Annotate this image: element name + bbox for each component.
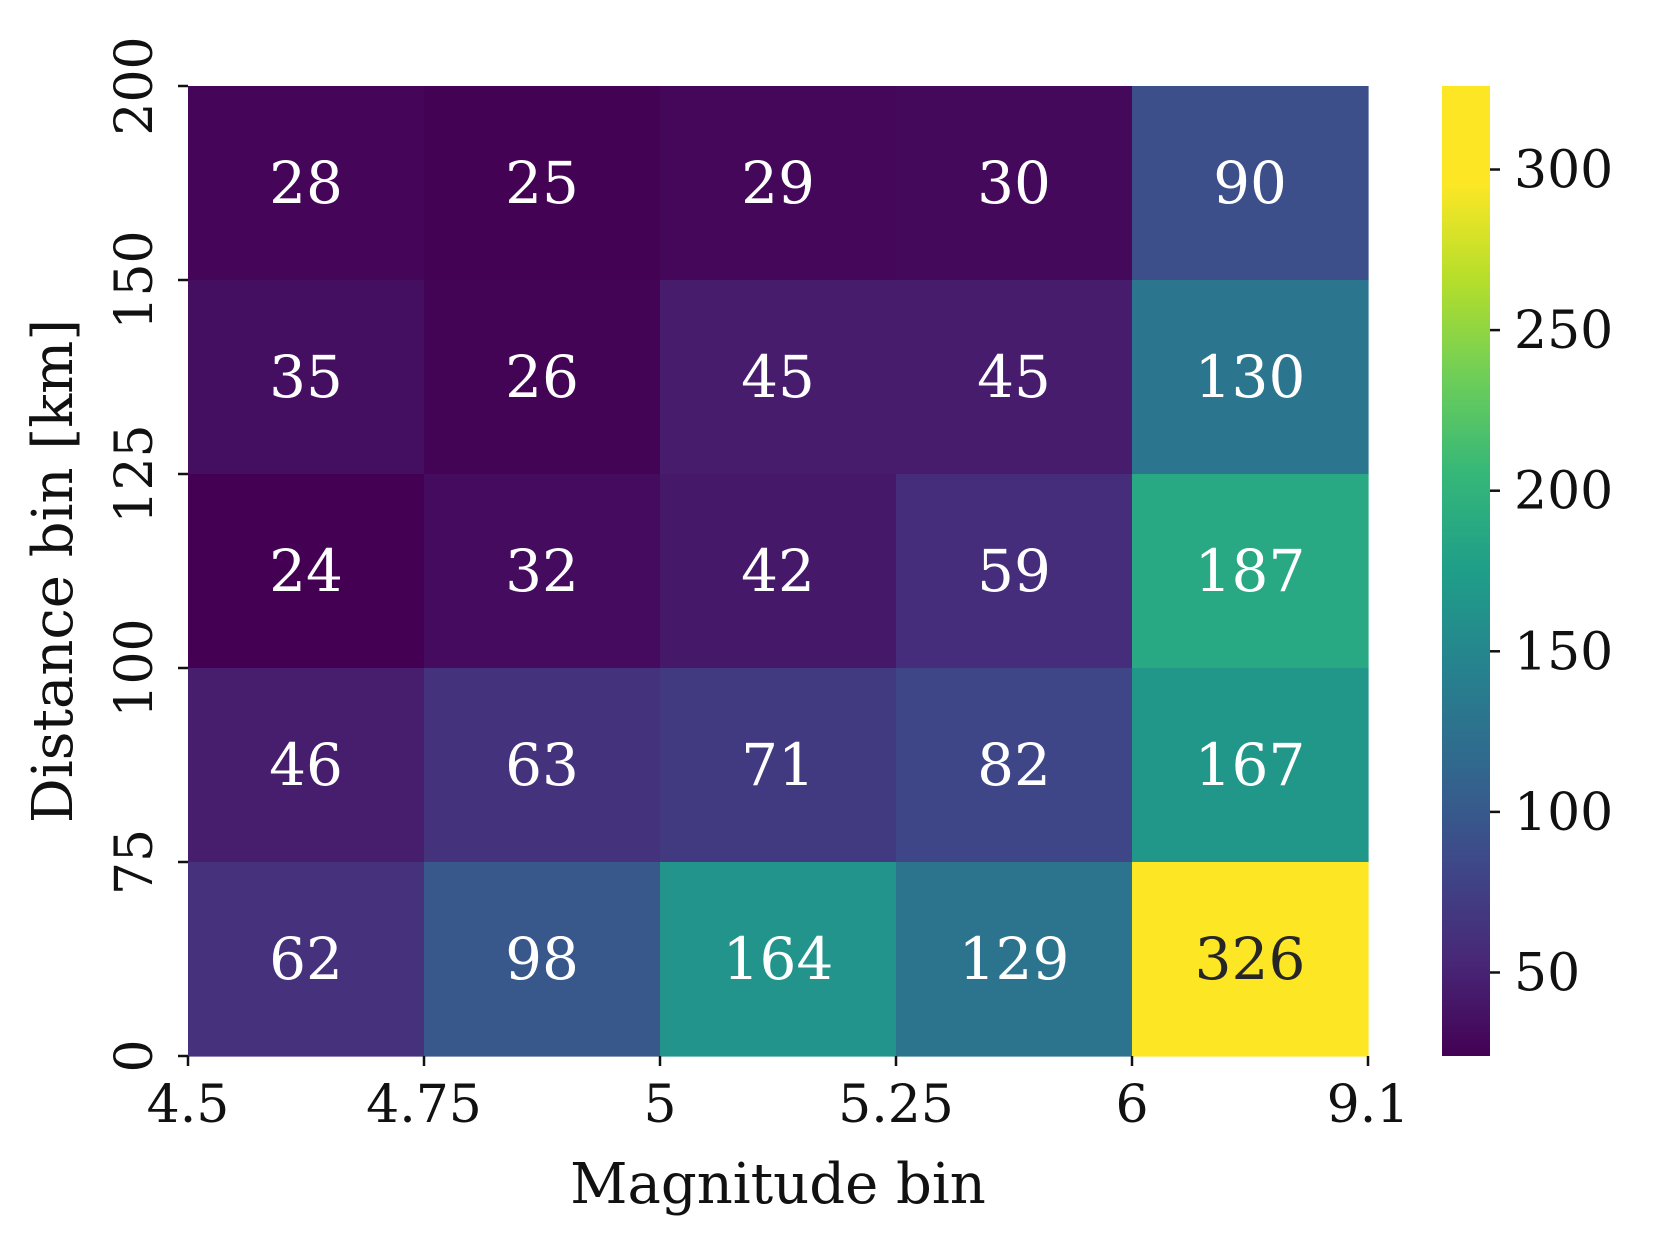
heatmap-cell <box>896 474 1133 669</box>
cell-value-label: 59 <box>977 537 1051 605</box>
heatmap-cell <box>660 668 897 863</box>
cell-value-label: 45 <box>741 343 815 411</box>
cell-value-label: 130 <box>1195 343 1306 411</box>
x-tick-label: 5.25 <box>838 1075 954 1135</box>
colorbar-tick-label: 150 <box>1514 622 1613 682</box>
heatmap-cell <box>1132 862 1369 1057</box>
cell-value-label: 129 <box>959 925 1070 993</box>
heatmap-cells <box>188 86 1369 1057</box>
heatmap-cell <box>424 280 661 475</box>
heatmap-cell <box>660 862 897 1057</box>
colorbar-tick-label: 100 <box>1514 783 1613 843</box>
cell-value-label: 62 <box>269 925 343 993</box>
cell-value-label: 90 <box>1213 149 1287 217</box>
cell-value-label: 42 <box>741 537 815 605</box>
y-tick-label: 200 <box>105 36 165 135</box>
heatmap-cell <box>424 668 661 863</box>
heatmap-cell <box>188 280 425 475</box>
cell-value-label: 29 <box>741 149 815 217</box>
heatmap-cell <box>1132 474 1369 669</box>
heatmap-cell <box>896 86 1133 281</box>
cell-value-label: 187 <box>1195 537 1306 605</box>
cell-value-label: 71 <box>741 731 815 799</box>
cell-value-label: 63 <box>505 731 579 799</box>
heatmap-cell <box>896 668 1133 863</box>
heatmap-cell <box>188 474 425 669</box>
cell-value-label: 164 <box>723 925 834 993</box>
cell-value-label: 98 <box>505 925 579 993</box>
heatmap-cell <box>1132 86 1369 281</box>
cell-value-label: 32 <box>505 537 579 605</box>
heatmap-cell <box>660 86 897 281</box>
x-tick-label: 9.1 <box>1327 1075 1410 1135</box>
x-axis-label: Magnitude bin <box>570 1152 986 1217</box>
y-tick-label: 125 <box>105 424 165 523</box>
colorbar: 50 100 150 200 250 300 <box>1442 86 1613 1056</box>
heatmap-cell-labels: 28 25 29 30 90 35 26 45 45 130 24 32 42 59 187 46 63 71 82… <box>269 149 1305 993</box>
cell-value-label: 46 <box>269 731 343 799</box>
y-tick-label: 75 <box>105 829 165 895</box>
x-tick-label: 5 <box>643 1075 676 1135</box>
y-axis-label: Distance bin [km] <box>21 319 86 823</box>
colorbar-tick-label: 300 <box>1514 141 1613 201</box>
heatmap-cell <box>896 280 1133 475</box>
cell-value-label: 24 <box>269 537 343 605</box>
cell-value-label: 28 <box>269 149 343 217</box>
cell-value-label: 25 <box>505 149 579 217</box>
cell-value-label: 167 <box>1195 731 1306 799</box>
heatmap-cell <box>424 86 661 281</box>
heatmap-axes: 4.5 4.75 5 5.25 6 9.1 0 75 100 125 150 200 <box>105 36 1409 1135</box>
colorbar-tick-label: 250 <box>1514 301 1613 361</box>
x-tick-label: 6 <box>1115 1075 1148 1135</box>
cell-value-label: 45 <box>977 343 1051 411</box>
heatmap-cell <box>1132 280 1369 475</box>
heatmap-cell <box>660 280 897 475</box>
x-tick-label: 4.5 <box>147 1075 230 1135</box>
heatmap-cell <box>424 474 661 669</box>
y-tick-label: 150 <box>105 230 165 329</box>
cell-value-label: 35 <box>269 343 343 411</box>
cell-value-label: 26 <box>505 343 579 411</box>
cell-value-label: 326 <box>1195 925 1306 993</box>
heatmap-cell <box>660 474 897 669</box>
heatmap-cell <box>424 862 661 1057</box>
heatmap-cell <box>188 86 425 281</box>
heatmap-cell <box>188 668 425 863</box>
cell-value-label: 30 <box>977 149 1051 217</box>
colorbar-gradient <box>1442 86 1490 1056</box>
heatmap-cell <box>188 862 425 1057</box>
colorbar-tick-label: 50 <box>1514 943 1580 1003</box>
y-tick-label: 100 <box>105 618 165 717</box>
colorbar-tick-label: 200 <box>1514 462 1613 522</box>
heatmap-cell <box>1132 668 1369 863</box>
heatmap-cell <box>896 862 1133 1057</box>
y-tick-label: 0 <box>105 1039 165 1072</box>
cell-value-label: 82 <box>977 731 1051 799</box>
x-tick-label: 4.75 <box>366 1075 482 1135</box>
